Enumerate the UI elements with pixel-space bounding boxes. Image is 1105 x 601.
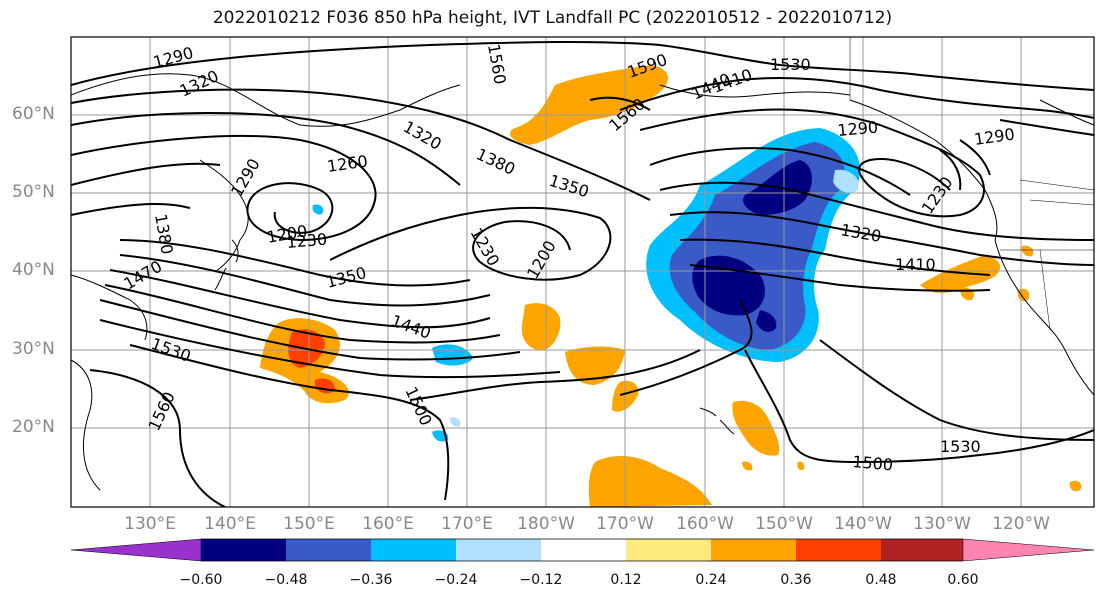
contour-label: 1410 bbox=[710, 65, 755, 97]
colorbar-tick-label: 0.60 bbox=[947, 572, 979, 588]
colorbar-tick-label: −0.12 bbox=[519, 572, 563, 588]
latitude-label: 30°N bbox=[12, 339, 55, 359]
contour-label: 1440 bbox=[389, 311, 434, 343]
colorbar bbox=[70, 538, 1095, 562]
negative-anomaly-shading bbox=[312, 128, 861, 442]
colorbar-tick-label: 0.48 bbox=[865, 572, 897, 588]
longitude-label: 150°W bbox=[755, 514, 813, 534]
colorbar-tick-label: −0.36 bbox=[349, 572, 393, 588]
colorbar-segment bbox=[881, 539, 963, 561]
colorbar-segment bbox=[201, 539, 286, 561]
contour-label: 1320 bbox=[839, 220, 882, 246]
longitude-label: 140°E bbox=[204, 514, 256, 534]
contour-label: 1530 bbox=[149, 334, 194, 366]
contour-label: 1230 bbox=[918, 173, 957, 217]
contour-label: 1380 bbox=[473, 144, 518, 178]
longitude-label: 130°W bbox=[913, 514, 971, 534]
colorbar-segment bbox=[286, 539, 371, 561]
height-contours bbox=[71, 40, 1094, 507]
longitude-label: 160°W bbox=[676, 514, 734, 534]
colorbar-extend-low bbox=[70, 538, 202, 562]
contour-label: 1290 bbox=[151, 43, 195, 72]
contour-label: 1260 bbox=[326, 151, 369, 175]
contour-label: 1560 bbox=[484, 42, 510, 85]
contour-label: 1230 bbox=[467, 225, 504, 270]
latitude-label: 50°N bbox=[12, 182, 55, 202]
colorbar-tick-label: 0.12 bbox=[610, 572, 642, 588]
latitude-label: 40°N bbox=[12, 260, 55, 280]
colorbar-segment bbox=[456, 539, 541, 561]
contour-label: 1350 bbox=[324, 263, 368, 292]
colorbar-segment bbox=[796, 539, 881, 561]
colorbar-tick-label: −0.24 bbox=[434, 572, 478, 588]
contour-label: 1500 bbox=[401, 384, 435, 429]
longitude-label: 180°W bbox=[517, 514, 575, 534]
colorbar-segment bbox=[626, 539, 711, 561]
latitude-label: 60°N bbox=[12, 104, 55, 124]
colorbar-segment bbox=[541, 539, 626, 561]
latitude-label: 20°N bbox=[12, 417, 55, 437]
contour-label: 1290 bbox=[973, 124, 1016, 148]
map-frame bbox=[70, 36, 1095, 508]
contour-label: 1500 bbox=[852, 452, 894, 474]
contour-label: 1380 bbox=[151, 212, 177, 255]
longitude-label: 150°E bbox=[283, 514, 335, 534]
contour-label: 1200 bbox=[523, 237, 560, 282]
contour-label: 1470 bbox=[121, 257, 166, 294]
longitude-label: 120°W bbox=[992, 514, 1050, 534]
colorbar-segment bbox=[711, 539, 796, 561]
contour-label: 1320 bbox=[177, 66, 222, 100]
longitude-label: 140°W bbox=[834, 514, 892, 534]
longitude-label: 170°E bbox=[441, 514, 493, 534]
longitude-label: 160°E bbox=[362, 514, 414, 534]
colorbar-tick-label: −0.48 bbox=[264, 572, 308, 588]
longitude-label: 170°W bbox=[596, 514, 654, 534]
positive-anomaly-shading bbox=[260, 65, 1082, 507]
state-borders bbox=[849, 37, 1094, 331]
colorbar-extend-high bbox=[962, 538, 1095, 562]
contour-label: 1350 bbox=[547, 171, 592, 202]
colorbar-tick-label: −0.60 bbox=[179, 572, 223, 588]
colorbar-tick-label: 0.24 bbox=[695, 572, 727, 588]
colorbar-tick-label: 0.36 bbox=[780, 572, 812, 588]
longitude-label: 130°E bbox=[124, 514, 176, 534]
contour-label: 1530 bbox=[940, 437, 981, 456]
contour-label: 1290 bbox=[837, 118, 879, 140]
contour-label: 1230 bbox=[286, 230, 328, 252]
map-title: 2022010212 F036 850 hPa height, IVT Land… bbox=[212, 8, 893, 28]
contour-label: 1530 bbox=[770, 55, 811, 74]
colorbar-segment bbox=[371, 539, 456, 561]
contour-label: 1410 bbox=[895, 255, 936, 274]
